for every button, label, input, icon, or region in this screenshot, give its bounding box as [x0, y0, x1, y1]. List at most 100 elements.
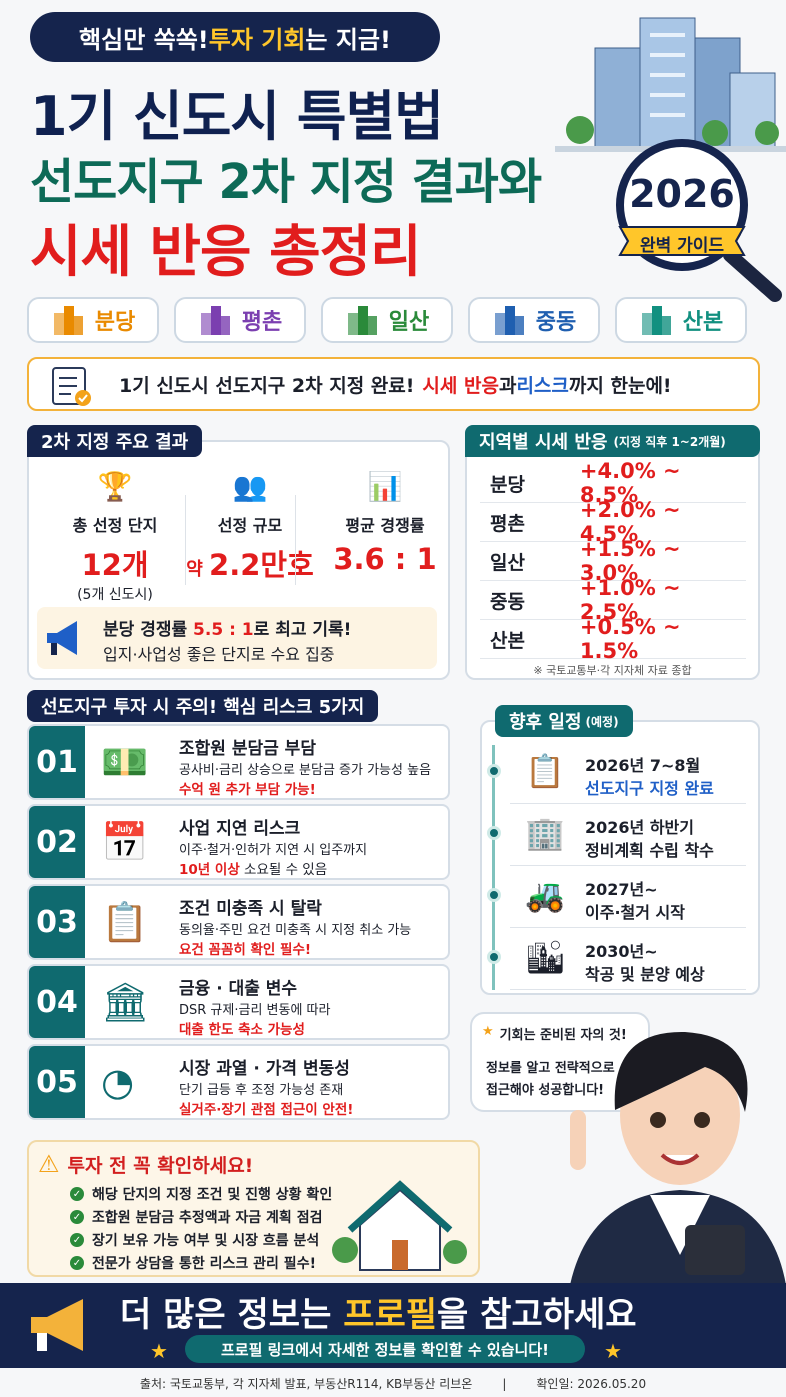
result-value-row: 약 2.2만호 — [180, 542, 320, 584]
checklist-icon — [52, 367, 91, 406]
badge-text: 는 지금! — [305, 25, 391, 54]
badge-highlight: 투자 기회 — [208, 25, 306, 54]
seal-label: 완벽 가이드 — [639, 236, 725, 256]
bubble-line: 접근해야 성공합니다! — [486, 1083, 605, 1098]
schedule-text: 이주·철거 시작 — [585, 903, 685, 922]
highlight-text: 로 최고 기록! — [253, 620, 352, 640]
region-icon — [345, 303, 379, 337]
risk-title: 금융 · 대출 변수 — [179, 979, 298, 999]
price-row: 산본 +0.5% ~ 1.5% — [480, 615, 746, 663]
price-row: 중동 +1.0% ~ 2.5% — [480, 576, 746, 624]
building-icon — [345, 303, 379, 337]
schedule-date: 2030년~ — [585, 942, 658, 961]
price-region: 산본 — [490, 629, 525, 652]
schedule-text: 선도지구 지정 완료 — [585, 779, 714, 798]
footer-headline: 더 많은 정보는 — [120, 1295, 344, 1335]
price-row: 분당 +4.0% ~ 8.5% — [480, 459, 746, 507]
region-icon — [198, 303, 232, 337]
risk-icon: ◔ — [101, 1060, 135, 1104]
result-icon: 📊 — [367, 470, 403, 503]
seal — [616, 139, 782, 302]
price-region: 일산 — [490, 551, 525, 574]
footer-sub: 프로필 링크에서 자세한 정보를 확인할 수 있습니다! — [185, 1335, 585, 1363]
risk-warning-tail: 소요될 수 있음 — [239, 862, 328, 878]
schedule-icon: 🏢 — [525, 814, 565, 852]
risk-item: 05 ◔ 시장 과열 · 가격 변동성 단기 급등 후 조정 가능성 존재 실거주·장기… — [27, 1044, 450, 1120]
check-icon: ✓ — [70, 1233, 84, 1247]
price-change: +2.0% ~ 4.5% — [579, 498, 681, 546]
risk-icon: 🏛 — [101, 980, 150, 1024]
highlight-text: 분당 경쟁률 — [103, 620, 194, 640]
risks-title: 선도지구 투자 시 주의! 핵심 리스크 5가지 — [27, 690, 379, 722]
source-strip: 출처: 국토교통부, 각 지자체 발표, 부동산R114, KB부동산 리브온 |… — [0, 1370, 786, 1397]
bubble-title-row: ★ 기회는 준비된 자의 것! — [482, 1024, 627, 1043]
risk-number: 01 — [29, 726, 85, 798]
star-icon: ★ — [482, 1024, 494, 1039]
building-icon — [198, 303, 232, 337]
title-line: 1기 신도시 특별법 — [30, 85, 444, 148]
risk-number: 04 — [29, 966, 85, 1038]
footer-highlight: 프로필 — [343, 1295, 438, 1335]
result-note: (5개 신도시) — [77, 587, 153, 603]
result-item: 📊 평균 경쟁률 3.6 : 1 — [315, 470, 455, 576]
check-icon: ✓ — [70, 1256, 84, 1270]
price-change: +4.0% ~ 8.5% — [579, 459, 681, 507]
schedule-item: 🚜 2027년~ 이주·철거 시작 — [487, 866, 746, 928]
risk-title: 조합원 분담금 부담 — [179, 739, 316, 759]
checklist-text: 해당 단지의 지정 조건 및 진행 상황 확인 — [92, 1187, 333, 1203]
result-value: 12개 — [81, 548, 149, 582]
separator: | — [502, 1376, 507, 1391]
risk-number: 02 — [29, 806, 85, 878]
timeline-dot — [487, 950, 501, 964]
risk-icon: 💵 — [101, 740, 149, 784]
risk-title: 시장 과열 · 가격 변동성 — [179, 1059, 350, 1079]
region-pill: 중동 — [468, 297, 600, 343]
price-row: 평촌 +2.0% ~ 4.5% — [480, 498, 746, 546]
schedule-panel — [480, 720, 760, 995]
checklist-item: ✓ 전문가 상담을 통한 리스크 관리 필수! — [70, 1253, 316, 1273]
building-svg — [53, 306, 83, 335]
schedule-date: 2026년 하반기 — [585, 818, 694, 837]
region-pill: 일산 — [321, 297, 453, 343]
result-icon: 🏆 — [97, 470, 133, 503]
highlight-sub: 입지·사업성 좋은 단지로 수요 집중 — [103, 645, 335, 664]
price-region: 평촌 — [490, 512, 525, 535]
building-svg — [494, 306, 524, 335]
price-change: +0.5% ~ 1.5% — [579, 615, 681, 663]
schedule-item: 📋 2026년 7~8월 선도지구 지정 완료 — [487, 742, 746, 804]
risk-warning: 대출 한도 축소 가능성 — [179, 1022, 305, 1038]
checklist-header: ⚠ 투자 전 꼭 확인하세요! — [38, 1150, 253, 1178]
star-icon: ★ — [604, 1339, 622, 1363]
risk-title: 조건 미충족 시 탈락 — [179, 899, 322, 919]
checked-date: 확인일: 2026.05.20 — [536, 1377, 647, 1391]
risk-desc: 단기 급등 후 조정 가능성 존재 — [179, 1083, 344, 1098]
timeline — [492, 745, 495, 990]
building-svg — [641, 306, 671, 335]
summary-text: 과 — [498, 374, 517, 397]
summary-highlight: 리스크 — [516, 374, 569, 397]
bubble-title: 기회는 준비된 자의 것! — [499, 1028, 627, 1043]
building-icon — [492, 303, 526, 337]
region-pill: 분당 — [27, 297, 159, 343]
risk-icon: 📋 — [101, 900, 149, 944]
price-change: +1.5% ~ 3.0% — [579, 537, 681, 585]
price-change: +1.0% ~ 2.5% — [579, 576, 681, 624]
result-value-row: 12개 — [45, 542, 185, 584]
price-region: 분당 — [490, 473, 525, 496]
summary-highlight: 시세 반응 — [422, 374, 499, 397]
prices-title: 지역별 시세 반응 — [479, 432, 608, 453]
checklist-text: 장기 보유 가능 여부 및 시장 흐름 분석 — [92, 1233, 320, 1249]
result-item: 👥 선정 규모 약 2.2만호 — [180, 470, 320, 584]
timeline-dot — [487, 764, 501, 778]
highlight-value: 5.5 : 1 — [193, 620, 254, 640]
result-item: 🏆 총 선정 단지 12개 (5개 신도시) — [45, 470, 185, 604]
risk-desc: 동의율·주민 요건 미충족 시 지정 취소 가능 — [179, 923, 412, 938]
badge-text: 핵심만 쏙쏙! — [79, 25, 209, 54]
region-icon — [492, 303, 526, 337]
checklist-text: 조합원 분담금 추정액과 자금 계획 점검 — [92, 1210, 323, 1226]
result-icon: 👥 — [232, 470, 268, 503]
result-value: 2.2만호 — [209, 548, 314, 582]
megaphone-icon — [47, 621, 77, 655]
check-icon: ✓ — [70, 1187, 84, 1201]
